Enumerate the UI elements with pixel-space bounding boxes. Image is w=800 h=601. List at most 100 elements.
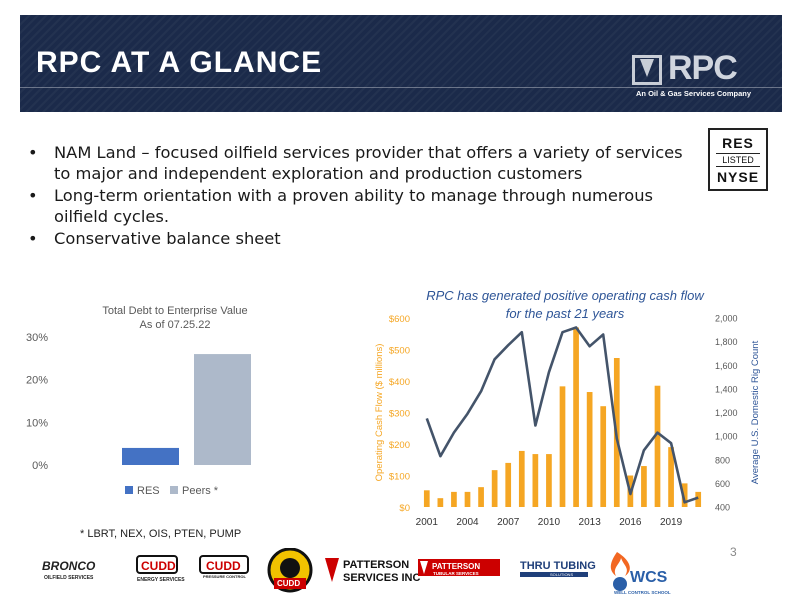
chart2-xtick-label: 2007 — [497, 517, 520, 528]
svg-text:CUDD: CUDD — [141, 559, 176, 573]
rpc-logo-icon — [632, 55, 662, 85]
thru-tubing-logo: THRU TUBING SOLUTIONS — [520, 560, 596, 577]
svg-text:PRESSURE CONTROL: PRESSURE CONTROL — [203, 574, 246, 579]
header-divider — [20, 87, 782, 88]
svg-text:BRONCO: BRONCO — [42, 559, 96, 573]
chart1-subtitle: As of 07.25.22 — [140, 319, 211, 331]
rpc-logo: RPC An Oil & Gas Services Company — [632, 49, 772, 107]
chart1-ytick-label: 0% — [32, 460, 48, 472]
chart1-ytick-label: 10% — [26, 417, 48, 429]
cash-flow-bar — [491, 470, 498, 507]
nyse-listed: LISTED — [716, 153, 760, 167]
chart1-ytick-label: 30% — [26, 332, 48, 344]
cash-flow-bar — [600, 406, 607, 507]
cash-flow-bar — [668, 447, 674, 507]
chart2-ytick-label: $400 — [389, 377, 410, 388]
chart2-xtick-label: 2019 — [660, 517, 683, 528]
rpc-logo-text: RPC — [668, 49, 738, 87]
chart2-ytick-label: $200 — [389, 440, 410, 451]
svg-text:SOLUTIONS: SOLUTIONS — [550, 572, 573, 577]
nyse-exchange: NYSE — [716, 169, 760, 185]
cash-flow-bar — [546, 454, 552, 507]
debt-to-ev-chart: Total Debt to Enterprise Value As of 07.2… — [26, 305, 251, 497]
cash-flow-bar — [451, 491, 457, 507]
chart2-xtick-label: 2010 — [538, 517, 561, 528]
svg-text:WELL CONTROL SCHOOL: WELL CONTROL SCHOOL — [614, 590, 671, 595]
footer-logos: BRONCO OILFIELD SERVICES CUDD ENERGY SER… — [40, 547, 690, 596]
page-number: 3 — [730, 545, 737, 559]
page-title: RPC AT A GLANCE — [36, 46, 323, 79]
svg-text:SERVICES INC: SERVICES INC — [343, 572, 420, 584]
bullet-item: NAM Land – focused oilfield services pro… — [28, 142, 688, 184]
chart2-y2tick-label: 1,800 — [715, 337, 738, 347]
cash-flow-bar — [437, 498, 444, 507]
svg-text:OILFIELD SERVICES: OILFIELD SERVICES — [44, 575, 94, 581]
svg-text:ENERGY SERVICES: ENERGY SERVICES — [137, 577, 185, 583]
nyse-badge: RES LISTED NYSE — [708, 128, 768, 191]
cudd-well-control-logo: CUDD — [267, 547, 313, 593]
chart1-bar-res — [122, 447, 179, 465]
chart1-bar-peers — [194, 354, 251, 465]
cash-flow-bar — [654, 385, 661, 507]
chart2-subtitle: for the past 21 years — [506, 306, 625, 321]
chart2-ytick-label: $500 — [389, 346, 410, 357]
peers-footnote: * LBRT, NEX, OIS, PTEN, PUMP — [80, 528, 242, 540]
chart2-title: RPC has generated positive operating cas… — [426, 288, 705, 303]
svg-text:THRU TUBING: THRU TUBING — [520, 560, 596, 572]
wcs-logo: WCS WELL CONTROL SCHOOL — [610, 552, 671, 595]
svg-text:CUDD: CUDD — [277, 579, 300, 588]
chart2-y2tick-label: 800 — [715, 455, 730, 465]
chart2-ylabel: Operating Cash Flow ($ millions) — [374, 344, 385, 482]
chart2-y2tick-label: 1,200 — [715, 408, 738, 418]
cash-flow-chart: RPC has generated positive operating cas… — [374, 288, 761, 528]
chart1-title: Total Debt to Enterprise Value — [102, 305, 247, 317]
cudd-energy-logo: CUDD ENERGY SERVICES — [136, 555, 185, 583]
chart2-y2tick-label: 1,600 — [715, 361, 738, 371]
svg-text:PATTERSON: PATTERSON — [432, 562, 480, 571]
footer-logo-strip: BRONCO OILFIELD SERVICES CUDD ENERGY SER… — [42, 547, 671, 595]
rpc-logo-subtitle: An Oil & Gas Services Company — [636, 89, 752, 98]
cash-flow-bar — [559, 386, 566, 507]
chart2-xtick-label: 2004 — [456, 517, 479, 528]
chart1-legend-swatch — [125, 486, 133, 494]
cash-flow-bar — [573, 327, 579, 507]
chart1-legend-swatch — [170, 486, 178, 494]
chart2-xtick-label: 2001 — [416, 517, 439, 528]
chart1-legend-label: RES — [137, 485, 160, 497]
cash-flow-bar — [695, 491, 702, 507]
svg-text:CUDD: CUDD — [206, 559, 241, 573]
cash-flow-bar — [532, 454, 539, 507]
chart2-ytick-label: $100 — [389, 472, 410, 483]
chart2-y2tick-label: 600 — [715, 479, 730, 489]
chart2-y2tick-label: 1,000 — [715, 432, 738, 442]
cash-flow-bar — [464, 491, 471, 507]
rig-count-line — [425, 326, 699, 504]
cash-flow-bar — [478, 487, 484, 507]
chart2-xtick-label: 2013 — [579, 517, 602, 528]
svg-text:PATTERSON: PATTERSON — [343, 559, 409, 571]
svg-text:WCS: WCS — [630, 569, 668, 586]
chart2-y2tick-label: 2,000 — [715, 314, 738, 324]
svg-text:TUBULAR SERVICES: TUBULAR SERVICES — [433, 571, 479, 576]
patterson-services-logo: PATTERSON SERVICES INC — [325, 558, 420, 584]
chart1-ytick-label: 20% — [26, 375, 48, 387]
chart2-ytick-label: $0 — [399, 503, 410, 514]
cash-flow-bar — [641, 466, 647, 507]
bullet-list: NAM Land – focused oilfield services pro… — [28, 142, 688, 250]
chart2-y2tick-label: 1,400 — [715, 384, 738, 394]
cash-flow-bar — [423, 490, 430, 507]
cash-flow-bar — [518, 450, 525, 507]
chart2-ytick-label: $300 — [389, 409, 410, 420]
cash-flow-bar — [505, 462, 512, 507]
patterson-tubular-logo: PATTERSON TUBULAR SERVICES — [418, 559, 500, 576]
chart2-y2label: Average U.S. Domestic Rig Count — [750, 340, 761, 484]
cash-flow-bar — [586, 392, 593, 507]
chart2-ytick-label: $600 — [389, 314, 410, 325]
cash-flow-bar — [681, 483, 688, 507]
bronco-logo: BRONCO OILFIELD SERVICES — [42, 559, 96, 581]
nyse-ticker: RES — [722, 135, 754, 151]
header-banner: RPC AT A GLANCE RPC An Oil & Gas Service… — [20, 15, 782, 112]
bullet-item: Conservative balance sheet — [28, 228, 688, 249]
chart2-y2tick-label: 400 — [715, 503, 730, 513]
bullet-item: Long-term orientation with a proven abil… — [28, 185, 688, 227]
